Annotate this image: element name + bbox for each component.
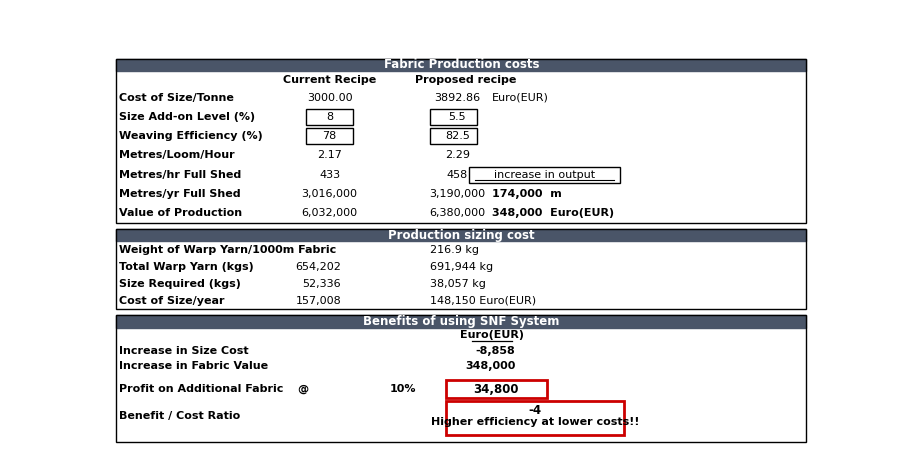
Text: 38,057 kg: 38,057 kg xyxy=(430,278,486,289)
Text: Weaving Efficiency (%): Weaving Efficiency (%) xyxy=(120,131,263,141)
Text: 348,000: 348,000 xyxy=(465,361,516,371)
Bar xyxy=(116,59,806,223)
Text: 433: 433 xyxy=(319,170,340,180)
Bar xyxy=(116,229,806,309)
Text: 6,032,000: 6,032,000 xyxy=(302,208,357,218)
Text: Total Warp Yarn (kgs): Total Warp Yarn (kgs) xyxy=(120,262,254,272)
Text: Euro(EUR): Euro(EUR) xyxy=(492,93,549,103)
Bar xyxy=(446,380,546,398)
Bar xyxy=(430,128,477,144)
Bar xyxy=(469,167,620,183)
Text: @: @ xyxy=(297,384,308,394)
Text: Value of Production: Value of Production xyxy=(120,208,243,218)
Bar xyxy=(446,401,624,435)
Text: 157,008: 157,008 xyxy=(295,295,341,305)
Text: Metres/yr Full Shed: Metres/yr Full Shed xyxy=(120,189,241,199)
Text: 34,800: 34,800 xyxy=(473,382,519,396)
Text: 148,150 Euro(EUR): 148,150 Euro(EUR) xyxy=(430,295,536,305)
Text: 691,944 kg: 691,944 kg xyxy=(430,262,493,272)
Text: 174,000  m: 174,000 m xyxy=(492,189,562,199)
Text: Increase in Size Cost: Increase in Size Cost xyxy=(120,346,249,356)
Text: 52,336: 52,336 xyxy=(302,278,341,289)
Text: Current Recipe: Current Recipe xyxy=(283,75,376,85)
Text: 10%: 10% xyxy=(390,384,417,394)
Text: 348,000  Euro(EUR): 348,000 Euro(EUR) xyxy=(492,208,615,218)
Text: Production sizing cost: Production sizing cost xyxy=(388,229,535,242)
Text: 3000.00: 3000.00 xyxy=(307,93,352,103)
Text: 8: 8 xyxy=(326,112,333,122)
Text: Cost of Size/Tonne: Cost of Size/Tonne xyxy=(120,93,234,103)
Text: Fabric Production costs: Fabric Production costs xyxy=(383,59,539,71)
Text: Profit on Additional Fabric: Profit on Additional Fabric xyxy=(120,384,284,394)
Text: Proposed recipe: Proposed recipe xyxy=(415,75,516,85)
Bar xyxy=(116,229,806,241)
Text: Benefits of using SNF System: Benefits of using SNF System xyxy=(363,315,560,328)
Text: Increase in Fabric Value: Increase in Fabric Value xyxy=(120,361,268,371)
Bar xyxy=(116,59,806,71)
Text: Cost of Size/year: Cost of Size/year xyxy=(120,295,225,305)
Text: Higher efficiency at lower costs!!: Higher efficiency at lower costs!! xyxy=(430,417,639,427)
Text: Metres/hr Full Shed: Metres/hr Full Shed xyxy=(120,170,242,180)
Text: 654,202: 654,202 xyxy=(295,262,341,272)
Text: 2.17: 2.17 xyxy=(317,150,342,160)
Text: 458: 458 xyxy=(446,170,468,180)
Text: Size Required (kgs): Size Required (kgs) xyxy=(120,278,241,289)
Text: -8,858: -8,858 xyxy=(476,346,516,356)
Text: 216.9 kg: 216.9 kg xyxy=(430,245,479,255)
Text: 3,016,000: 3,016,000 xyxy=(302,189,357,199)
Text: Benefit / Cost Ratio: Benefit / Cost Ratio xyxy=(120,411,240,421)
Bar xyxy=(306,109,353,125)
Text: 6,380,000: 6,380,000 xyxy=(429,208,485,218)
Text: 2.29: 2.29 xyxy=(445,150,470,160)
Text: Metres/Loom/Hour: Metres/Loom/Hour xyxy=(120,150,235,160)
Text: Euro(EUR): Euro(EUR) xyxy=(460,330,524,340)
Text: Size Add-on Level (%): Size Add-on Level (%) xyxy=(120,112,256,122)
Bar xyxy=(430,109,477,125)
Text: 78: 78 xyxy=(322,131,337,141)
Bar xyxy=(116,315,806,442)
Text: -4: -4 xyxy=(528,404,542,417)
Text: increase in output: increase in output xyxy=(494,170,595,180)
Text: 82.5: 82.5 xyxy=(445,131,470,141)
Bar xyxy=(306,128,353,144)
Text: 3,190,000: 3,190,000 xyxy=(429,189,485,199)
Bar xyxy=(116,315,806,327)
Text: 5.5: 5.5 xyxy=(448,112,466,122)
Text: Weight of Warp Yarn/1000m Fabric: Weight of Warp Yarn/1000m Fabric xyxy=(120,245,337,255)
Text: 3892.86: 3892.86 xyxy=(435,93,481,103)
